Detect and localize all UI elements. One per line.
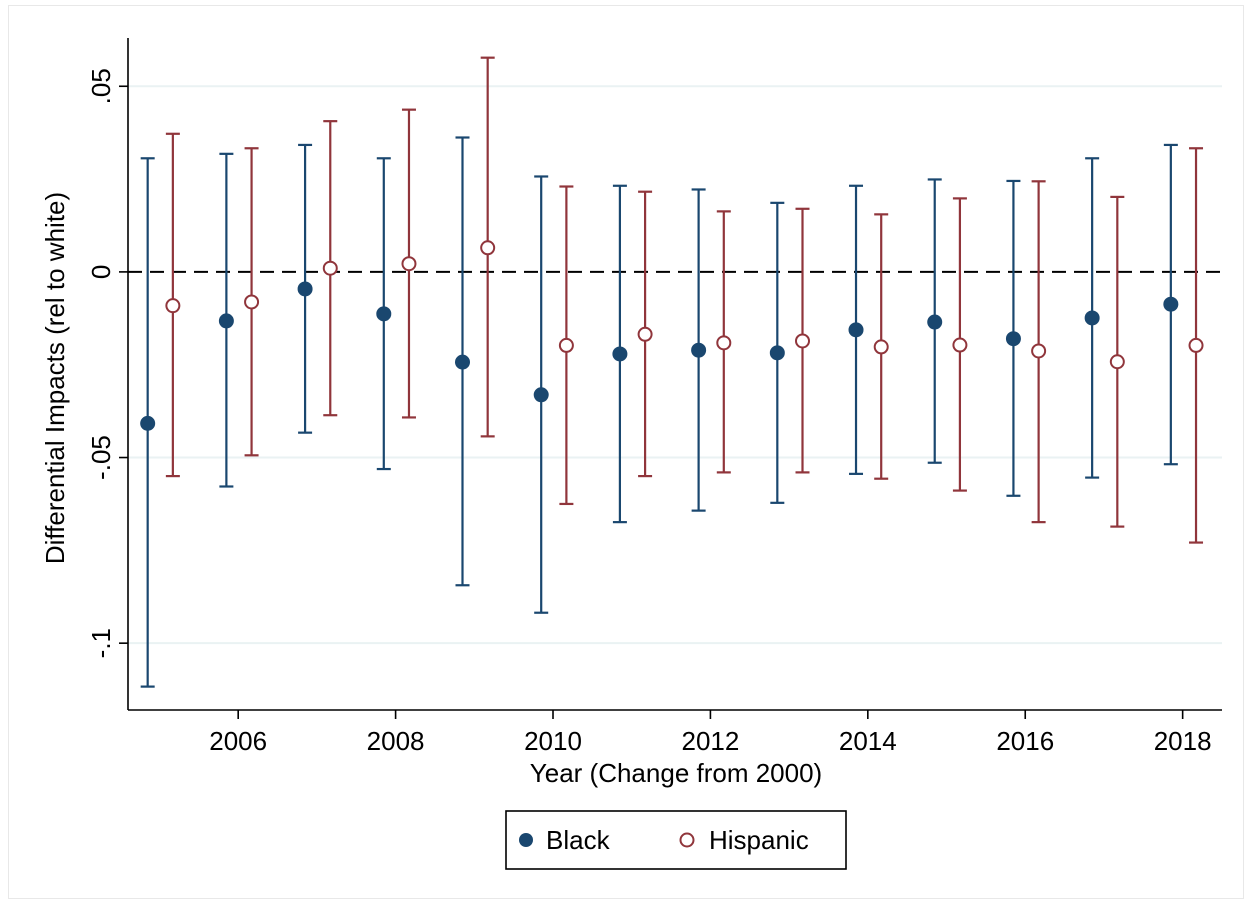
black-point	[769, 345, 785, 361]
hispanic-point	[322, 260, 338, 276]
grid-lines	[128, 85, 1222, 645]
hispanic-point	[795, 333, 811, 349]
hispanic-point	[401, 256, 417, 272]
hispanic-point	[873, 339, 889, 355]
legend-label-hispanic: Hispanic	[709, 825, 809, 855]
legend-marker-black	[519, 833, 533, 847]
x-axis-label: Year (Change from 2000)	[530, 758, 822, 788]
legend-marker-hispanic	[679, 832, 695, 848]
black-point	[1005, 331, 1021, 347]
data-series	[140, 56, 1204, 688]
black-point	[140, 415, 156, 431]
black-point	[1163, 296, 1179, 312]
black-point	[297, 281, 313, 297]
y-tick-label: -.1	[86, 628, 116, 658]
x-tick-label: 2006	[209, 726, 267, 756]
axes: -.1 -.05 0 .05 2006 2008 2010 2012 2014 2016 2018	[86, 38, 1222, 756]
x-tick-label: 2018	[1154, 726, 1212, 756]
hispanic-point	[716, 335, 732, 351]
black-point	[454, 354, 470, 370]
hispanic-point	[1188, 337, 1204, 353]
series-black	[140, 136, 1179, 688]
hispanic-point	[1031, 343, 1047, 359]
black-point	[691, 342, 707, 358]
chart-frame	[8, 5, 1244, 899]
y-tick-label: .05	[86, 68, 116, 104]
black-point	[376, 306, 392, 322]
hispanic-point	[165, 298, 181, 314]
legend: Black Hispanic	[505, 810, 847, 870]
black-point	[533, 387, 549, 403]
hispanic-point	[244, 294, 260, 310]
black-point	[848, 322, 864, 338]
black-point	[927, 314, 943, 330]
x-tick-label: 2012	[681, 726, 739, 756]
black-point	[612, 346, 628, 362]
y-tick-label: 0	[86, 265, 116, 279]
y-axis-label: Differential Impacts (rel to white)	[40, 192, 70, 564]
hispanic-point	[480, 240, 496, 256]
hispanic-point	[1109, 354, 1125, 370]
hispanic-point	[952, 337, 968, 353]
x-tick-label: 2016	[996, 726, 1054, 756]
black-point	[218, 313, 234, 329]
series-hispanic	[165, 56, 1204, 544]
hispanic-point	[637, 326, 653, 342]
legend-label-black: Black	[546, 825, 611, 855]
black-point	[1084, 310, 1100, 326]
hispanic-point	[558, 337, 574, 353]
y-tick-label: -.05	[86, 435, 116, 480]
legend-box	[505, 810, 847, 870]
x-tick-label: 2008	[367, 726, 425, 756]
x-tick-label: 2014	[839, 726, 897, 756]
x-tick-label: 2010	[524, 726, 582, 756]
